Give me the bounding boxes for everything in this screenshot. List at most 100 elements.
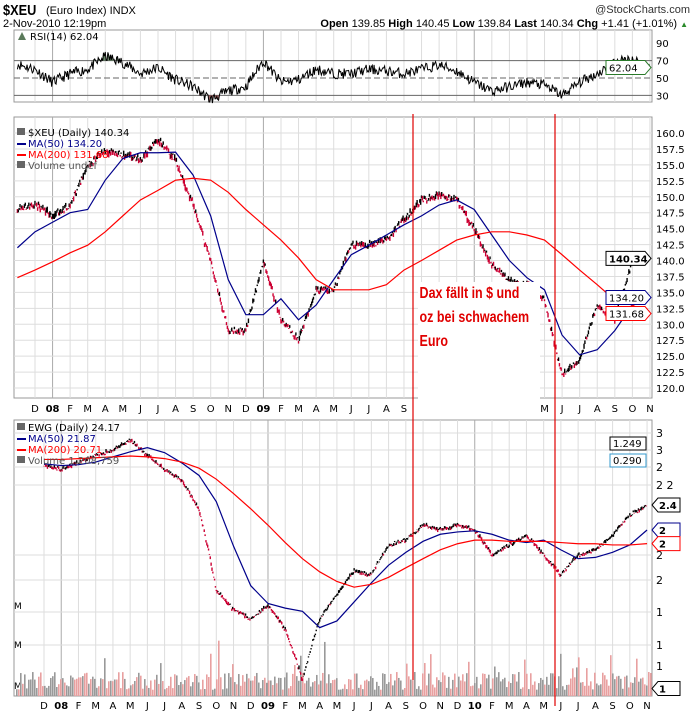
x-tick-label: S xyxy=(196,701,202,712)
y-tick-label: 2 xyxy=(656,549,663,562)
volume-bar xyxy=(588,685,590,696)
x-tick-label: N xyxy=(643,701,650,712)
volume-bar xyxy=(232,664,234,696)
y-tick-label: 145.0 xyxy=(656,225,685,236)
y-tick-label: 2 2 xyxy=(656,479,674,492)
y-tick-label: 127.5 xyxy=(656,336,685,347)
volume-bar xyxy=(88,683,90,696)
low-label: Low xyxy=(452,18,475,30)
volume-bar xyxy=(488,674,490,696)
volume-bar xyxy=(76,678,78,696)
volume-bar xyxy=(476,676,478,696)
volume-bar xyxy=(120,688,122,696)
rsi-line xyxy=(16,51,651,104)
volume-bar xyxy=(390,673,392,696)
volume-bar xyxy=(110,680,112,696)
volume-bar xyxy=(638,681,640,696)
volume-bar xyxy=(158,683,160,696)
last-value-label: 1 xyxy=(659,685,666,696)
x-tick-label: D xyxy=(242,404,250,415)
volume-bar xyxy=(68,686,70,696)
volume-bar xyxy=(124,678,126,696)
volume-bar xyxy=(646,685,648,696)
volume-bar xyxy=(20,673,22,696)
open-value: 139.85 xyxy=(351,18,386,30)
last-label: Last xyxy=(514,18,537,30)
volume-bar xyxy=(90,679,92,696)
volume-bar xyxy=(300,655,302,696)
x-tick-label: A xyxy=(109,701,116,712)
volume-bar xyxy=(286,672,288,696)
volume-bar xyxy=(64,682,66,696)
volume-bar xyxy=(546,676,548,696)
volume-bar xyxy=(620,678,622,696)
volume-bar xyxy=(134,680,136,696)
volume-bar xyxy=(154,679,156,696)
volume-bar xyxy=(474,683,476,696)
volume-bar xyxy=(346,689,348,696)
volume-bar xyxy=(356,673,358,696)
volume-bar xyxy=(480,684,482,696)
volume-bar xyxy=(376,681,378,696)
volume-bar xyxy=(50,677,52,696)
volume-bar xyxy=(310,686,312,696)
x-tick-label: J xyxy=(577,404,581,415)
volume-bar xyxy=(210,653,212,696)
y-tick-label: 135.0 xyxy=(656,288,685,299)
volume-bar xyxy=(282,689,284,696)
annotation-line: oz bei schwachem xyxy=(419,309,530,326)
x-tick-label: 10 xyxy=(468,701,482,712)
volume-bar xyxy=(440,682,442,696)
volume-bar xyxy=(104,658,106,696)
x-tick-label: M xyxy=(298,701,307,712)
volume-bar xyxy=(304,683,306,696)
volume-bar xyxy=(274,676,276,696)
volume-bar xyxy=(564,689,566,696)
volume-bar xyxy=(412,680,414,696)
quote-line: Open 139.85 High 140.45 Low 139.84 Last … xyxy=(320,18,688,30)
annotation-line: Dax fällt in $ und xyxy=(419,285,520,302)
volume-bar xyxy=(604,675,606,696)
volume-bar xyxy=(364,680,366,696)
x-tick-label: 09 xyxy=(261,701,275,712)
last-value-label: 2 xyxy=(659,526,666,537)
volume-bar xyxy=(610,655,612,696)
volume-bar xyxy=(180,682,182,696)
volume-bar xyxy=(192,682,194,696)
volume-bar xyxy=(368,681,370,696)
volume-bar xyxy=(196,675,198,696)
x-tick-label: S xyxy=(609,701,615,712)
volume-bar xyxy=(114,679,116,696)
volume-bar xyxy=(140,675,142,696)
y-tick-label: 1 xyxy=(656,639,663,652)
volume-bar xyxy=(308,677,310,696)
volume-bar xyxy=(38,676,40,696)
volume-bar xyxy=(618,675,620,696)
y-tick-label: 160.0 xyxy=(656,129,685,140)
volume-bar xyxy=(234,682,236,696)
x-tick-label: N xyxy=(230,701,237,712)
volume-bar xyxy=(600,684,602,696)
volume-bar xyxy=(576,667,578,696)
volume-bar xyxy=(242,675,244,696)
volume-bar xyxy=(534,681,536,696)
volume-bar xyxy=(500,681,502,696)
volume-bar xyxy=(386,683,388,696)
volume-bar xyxy=(326,683,328,696)
volume-bar xyxy=(490,688,492,696)
volume-bar xyxy=(172,688,174,696)
volume-bar xyxy=(98,686,100,696)
y-tick-label-left: M xyxy=(14,641,22,651)
rsi-panel xyxy=(13,29,653,103)
volume-bar xyxy=(46,687,48,696)
volume-bar xyxy=(518,672,520,696)
volume-bar xyxy=(220,677,222,696)
volume-bar xyxy=(162,681,164,696)
volume-bar xyxy=(294,665,296,696)
x-tick-label: M xyxy=(333,701,342,712)
volume-bar xyxy=(18,689,20,696)
high-label: High xyxy=(388,18,413,30)
volume-bar xyxy=(208,677,210,696)
last-value-label: 2 xyxy=(659,540,666,551)
volume-bar xyxy=(268,680,270,696)
